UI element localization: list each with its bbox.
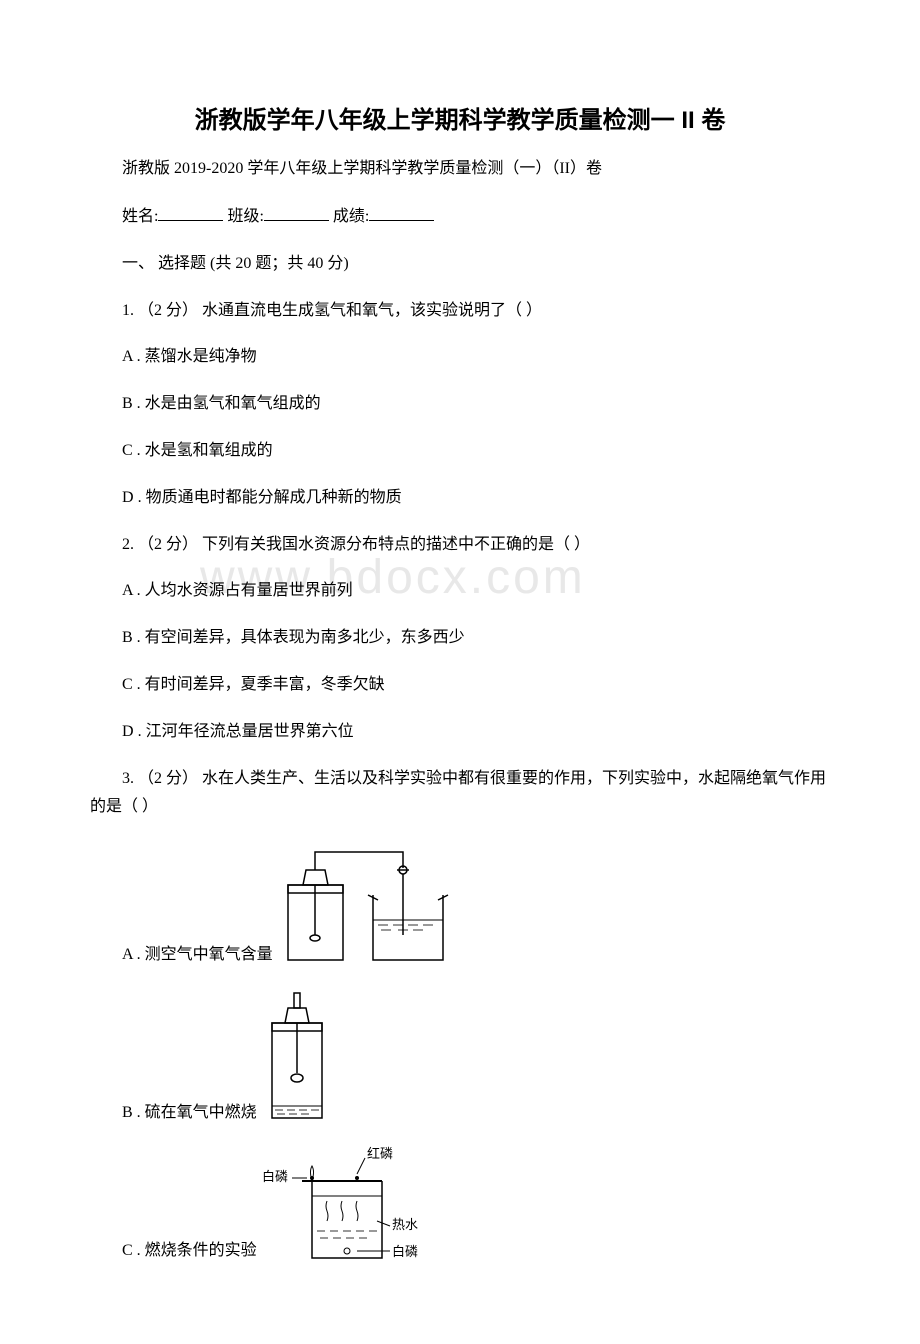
option-label: A: [122, 582, 133, 599]
option-label: D: [122, 489, 134, 506]
option-text: 硫在氧气中燃烧: [145, 1104, 257, 1121]
option-2d: D . 江河年径流总量居世界第六位: [90, 718, 830, 747]
class-label: 班级:: [227, 208, 263, 225]
form-row: 姓名: 班级: 成绩:: [90, 202, 830, 232]
option-text: 人均水资源占有量居世界前列: [145, 582, 353, 599]
option-text: 水是由氢气和氧气组成的: [145, 395, 321, 412]
option-label: B: [122, 395, 133, 412]
option-text: 测空气中氧气含量: [145, 946, 273, 963]
question-number: 1.: [122, 302, 134, 319]
label-hot-water: 热水: [392, 1217, 418, 1232]
option-3c: C . 燃烧条件的实验 红磷 白磷 热水 白磷: [90, 1146, 830, 1266]
question-text: 水通直流电生成氢气和氧气，该实验说明了（ ）: [202, 302, 542, 319]
option-2a: A . 人均水资源占有量居世界前列: [90, 577, 830, 606]
name-label: 姓名:: [122, 208, 158, 225]
question-text: 下列有关我国水资源分布特点的描述中不正确的是（ ）: [202, 536, 590, 553]
question-number: 2.: [122, 536, 134, 553]
score-field[interactable]: [369, 202, 434, 221]
question-3: 3. （2 分） 水在人类生产、生活以及科学实验中都有很重要的作用，下列实验中，…: [90, 765, 830, 823]
option-2b: B . 有空间差异，具体表现为南多北少，东多西少: [90, 624, 830, 653]
option-1d: D . 物质通电时都能分解成几种新的物质: [90, 484, 830, 513]
option-label: D: [122, 723, 134, 740]
option-3a: A . 测空气中氧气含量: [90, 840, 830, 970]
subtitle: 浙教版 2019-2020 学年八年级上学期科学教学质量检测（一）（II）卷: [90, 155, 830, 184]
document-content: 浙教版学年八年级上学期科学教学质量检测一 II 卷 浙教版 2019-2020 …: [90, 100, 830, 1266]
question-text: 水在人类生产、生活以及科学实验中都有很重要的作用，下列实验中，水起隔绝氧气作用的…: [90, 770, 826, 816]
label-white-phosphorus-top: 白磷: [262, 1169, 288, 1184]
page-title: 浙教版学年八年级上学期科学教学质量检测一 II 卷: [90, 100, 830, 135]
question-1: 1. （2 分） 水通直流电生成氢气和氧气，该实验说明了（ ）: [90, 297, 830, 326]
label-white-phosphorus-bottom: 白磷: [392, 1244, 418, 1259]
question-points: （2 分）: [138, 536, 198, 553]
option-label: C: [122, 442, 133, 459]
option-label: B: [122, 1104, 133, 1121]
question-points: （2 分）: [138, 770, 198, 787]
diagram-sulfur-burning: [257, 988, 337, 1128]
diagram-combustion-conditions: 红磷 白磷 热水 白磷: [257, 1146, 437, 1266]
option-1c: C . 水是氢和氧组成的: [90, 437, 830, 466]
option-text: 江河年径流总量居世界第六位: [146, 723, 354, 740]
option-text: 物质通电时都能分解成几种新的物质: [146, 489, 402, 506]
diagram-oxygen-measurement: [273, 840, 463, 970]
question-number: 3.: [122, 770, 134, 787]
option-text: 燃烧条件的实验: [145, 1242, 257, 1259]
label-red-phosphorus: 红磷: [367, 1146, 393, 1161]
option-label: A: [122, 946, 133, 963]
option-label: C: [122, 676, 133, 693]
option-2c: C . 有时间差异，夏季丰富，冬季欠缺: [90, 671, 830, 700]
class-field[interactable]: [264, 202, 329, 221]
option-text: 蒸馏水是纯净物: [145, 348, 257, 365]
name-field[interactable]: [158, 202, 223, 221]
option-text: 有空间差异，具体表现为南多北少，东多西少: [145, 629, 465, 646]
option-label: A: [122, 348, 133, 365]
option-label: B: [122, 629, 133, 646]
question-points: （2 分）: [138, 302, 198, 319]
option-3b: B . 硫在氧气中燃烧: [90, 988, 830, 1128]
option-text: 水是氢和氧组成的: [145, 442, 273, 459]
option-label: C: [122, 1242, 133, 1259]
section-header: 一、 选择题 (共 20 题；共 40 分): [90, 250, 830, 279]
option-text: 有时间差异，夏季丰富，冬季欠缺: [145, 676, 385, 693]
question-2: 2. （2 分） 下列有关我国水资源分布特点的描述中不正确的是（ ）: [90, 531, 830, 560]
option-1b: B . 水是由氢气和氧气组成的: [90, 390, 830, 419]
option-1a: A . 蒸馏水是纯净物: [90, 343, 830, 372]
score-label: 成绩:: [333, 208, 369, 225]
